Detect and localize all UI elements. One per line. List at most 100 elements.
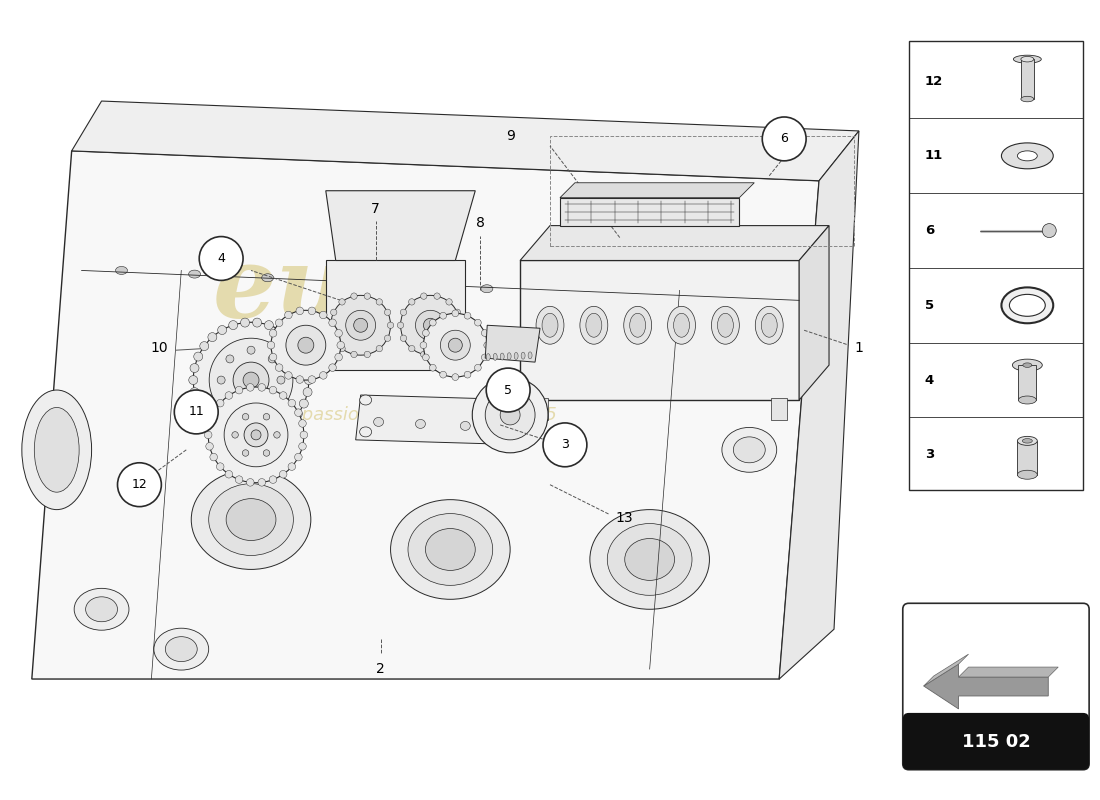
Circle shape [408, 346, 415, 352]
Bar [1021, 59, 1034, 99]
Ellipse shape [1022, 438, 1032, 443]
Circle shape [294, 342, 302, 350]
Text: 3: 3 [561, 438, 569, 451]
Circle shape [305, 375, 314, 385]
Circle shape [241, 318, 250, 327]
Ellipse shape [22, 390, 91, 510]
Text: 4: 4 [925, 374, 934, 386]
Circle shape [354, 318, 367, 332]
Circle shape [400, 295, 460, 355]
Circle shape [200, 410, 209, 418]
Ellipse shape [274, 432, 280, 438]
Circle shape [118, 462, 162, 506]
Circle shape [482, 354, 488, 361]
Ellipse shape [1021, 57, 1034, 62]
Circle shape [474, 319, 482, 326]
Circle shape [253, 433, 262, 442]
Circle shape [217, 463, 224, 470]
Circle shape [295, 409, 302, 417]
Circle shape [275, 426, 285, 434]
Circle shape [285, 311, 293, 318]
Ellipse shape [227, 498, 276, 541]
Polygon shape [355, 395, 530, 445]
Circle shape [345, 310, 375, 340]
Ellipse shape [188, 270, 200, 278]
Circle shape [208, 333, 217, 342]
Ellipse shape [408, 514, 493, 586]
Ellipse shape [763, 338, 795, 363]
Circle shape [294, 410, 302, 418]
Ellipse shape [268, 355, 276, 363]
Circle shape [351, 351, 358, 358]
Ellipse shape [486, 354, 491, 361]
Circle shape [267, 342, 275, 349]
Polygon shape [799, 226, 829, 400]
Circle shape [304, 388, 312, 397]
Bar [1019, 365, 1036, 400]
Circle shape [420, 351, 427, 358]
Circle shape [241, 433, 250, 442]
Ellipse shape [268, 398, 276, 405]
Text: 5: 5 [504, 383, 513, 397]
Ellipse shape [263, 450, 270, 456]
Ellipse shape [1023, 363, 1032, 367]
Circle shape [246, 478, 254, 486]
Ellipse shape [426, 529, 475, 570]
Ellipse shape [580, 306, 608, 344]
Circle shape [218, 326, 227, 334]
Circle shape [206, 442, 213, 450]
Ellipse shape [360, 427, 372, 437]
Text: 5: 5 [925, 299, 934, 312]
Circle shape [422, 330, 429, 336]
Ellipse shape [165, 637, 197, 662]
Text: 1: 1 [855, 341, 864, 355]
Circle shape [194, 322, 309, 438]
Circle shape [446, 346, 452, 352]
Circle shape [429, 364, 437, 371]
Circle shape [200, 342, 209, 350]
Circle shape [424, 318, 438, 332]
Circle shape [485, 390, 535, 440]
Circle shape [189, 375, 198, 385]
Circle shape [288, 463, 296, 470]
Ellipse shape [226, 398, 234, 405]
Circle shape [376, 298, 383, 305]
Circle shape [364, 351, 371, 358]
Ellipse shape [590, 510, 710, 610]
Circle shape [296, 307, 304, 314]
Circle shape [454, 309, 461, 315]
Circle shape [420, 293, 427, 299]
Text: 4: 4 [217, 252, 226, 265]
Polygon shape [958, 667, 1058, 677]
Ellipse shape [514, 353, 518, 359]
Circle shape [433, 293, 440, 299]
Circle shape [308, 307, 316, 314]
Circle shape [258, 478, 265, 486]
Circle shape [270, 330, 277, 337]
Ellipse shape [673, 314, 690, 338]
Circle shape [337, 342, 344, 349]
Circle shape [364, 293, 371, 299]
Ellipse shape [700, 296, 712, 304]
Circle shape [270, 386, 277, 394]
Polygon shape [924, 664, 1048, 709]
Circle shape [194, 352, 202, 361]
Circle shape [299, 420, 306, 427]
Ellipse shape [1012, 359, 1043, 371]
Circle shape [330, 335, 337, 342]
Ellipse shape [390, 500, 510, 599]
Circle shape [270, 476, 277, 483]
Text: 115 02: 115 02 [961, 733, 1031, 751]
Circle shape [400, 335, 407, 342]
Circle shape [400, 309, 407, 315]
Circle shape [285, 418, 294, 427]
Ellipse shape [242, 450, 249, 456]
Ellipse shape [629, 314, 646, 338]
Circle shape [235, 476, 243, 483]
Ellipse shape [1018, 151, 1037, 161]
Circle shape [226, 392, 232, 399]
Circle shape [244, 423, 268, 447]
Ellipse shape [528, 352, 532, 359]
Bar [909, 722, 1084, 764]
Ellipse shape [481, 285, 493, 293]
